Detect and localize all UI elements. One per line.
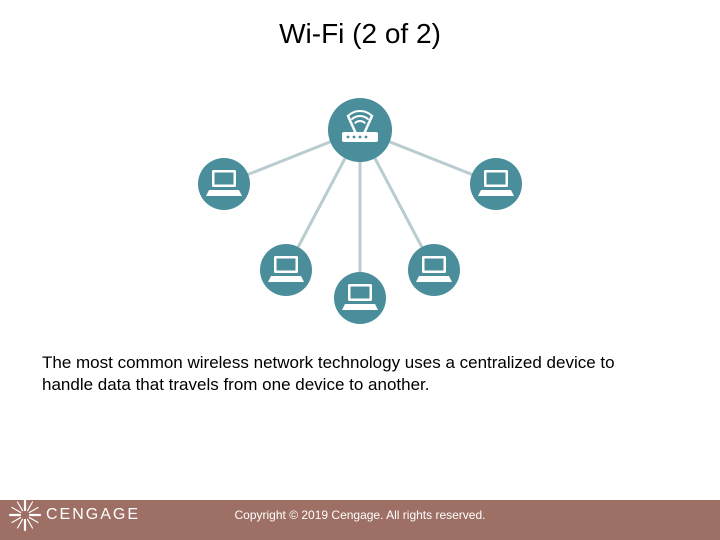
laptop-icon xyxy=(260,244,312,296)
laptop-node xyxy=(260,244,312,296)
page-title: Wi-Fi (2 of 2) xyxy=(0,18,720,50)
laptop-icon xyxy=(198,158,250,210)
laptop-node xyxy=(198,158,250,210)
router-node xyxy=(328,98,392,162)
laptop-icon xyxy=(334,272,386,324)
laptop-icon xyxy=(408,244,460,296)
laptop-node xyxy=(334,272,386,324)
copyright-text: Copyright © 2019 Cengage. All rights res… xyxy=(0,490,720,540)
footer: CENGAGE Copyright © 2019 Cengage. All ri… xyxy=(0,490,720,540)
router-icon xyxy=(328,98,392,162)
laptop-node xyxy=(408,244,460,296)
laptop-node xyxy=(470,158,522,210)
laptop-icon xyxy=(470,158,522,210)
wifi-diagram xyxy=(180,80,540,320)
figure-caption: The most common wireless network technol… xyxy=(42,352,652,396)
